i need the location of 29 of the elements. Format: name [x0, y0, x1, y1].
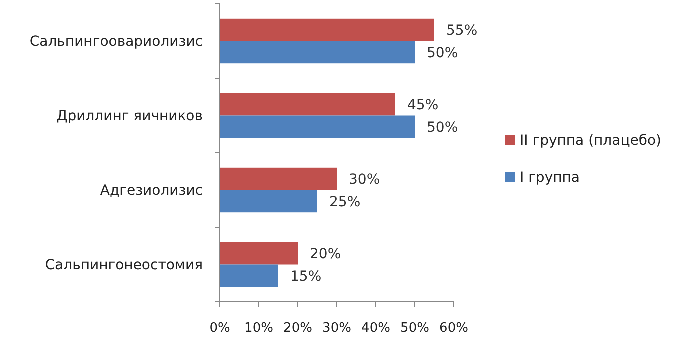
legend-label: I группа [520, 170, 580, 186]
y-tick-label: Адгезиолизис [100, 183, 203, 200]
data-label: 50% [427, 45, 458, 62]
x-tick-label: 0% [210, 321, 230, 336]
data-label: 30% [349, 172, 380, 188]
bar [220, 93, 396, 116]
bar [220, 168, 337, 190]
legend-label: II группа (плацебо) [520, 132, 662, 149]
data-label: 20% [310, 246, 342, 262]
data-label: 45% [408, 97, 439, 114]
x-tick-label: 50% [400, 321, 430, 336]
bar [220, 18, 434, 42]
y-tick-label: Сальпингонеостомия [45, 258, 203, 274]
bar [220, 41, 415, 64]
y-tick-label: Сальпингоовариолизис [30, 34, 203, 50]
data-label: 55% [446, 22, 478, 39]
bar [220, 190, 318, 213]
x-tick-label: 60% [440, 321, 468, 336]
y-tick-label: Дриллинг яичников [56, 108, 203, 125]
bar [220, 242, 298, 265]
data-label: 50% [427, 120, 458, 136]
data-label: 25% [330, 194, 361, 210]
bar [220, 264, 278, 288]
x-tick-label: 10% [244, 321, 274, 336]
x-tick-label: 30% [322, 321, 352, 336]
bar [220, 116, 415, 138]
x-tick-label: 40% [362, 321, 390, 336]
data-label: 15% [290, 268, 322, 285]
x-tick-label: 20% [284, 321, 312, 336]
